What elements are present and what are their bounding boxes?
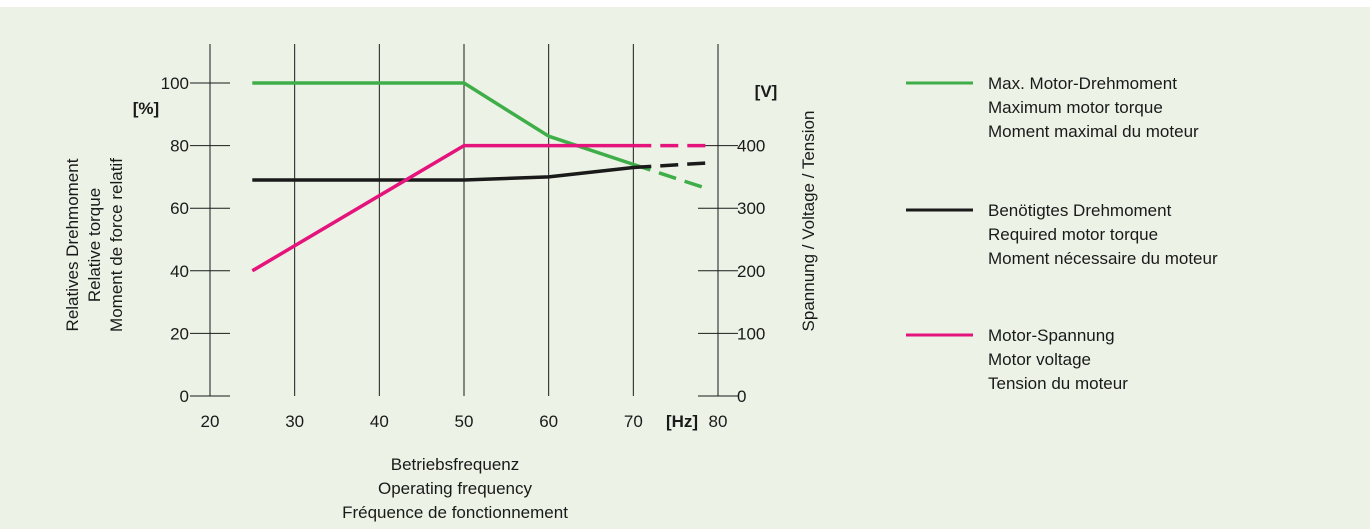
series-line-max_torque xyxy=(252,81,634,167)
y-left-tick-label: 60 xyxy=(170,199,189,218)
y-left-tick-label: 20 xyxy=(170,324,189,343)
x-tick-label: 40 xyxy=(370,412,389,431)
x-tick-label: 60 xyxy=(539,412,558,431)
x-tick-label: 20 xyxy=(201,412,220,431)
series-dashed-required_torque xyxy=(633,161,710,170)
legend-label-voltage: Motor voltage xyxy=(988,350,1091,369)
chart-panel: 0 20 40 60 80 100 0 100 200 300 400 20 30 40 50 60 70 80 [… xyxy=(0,7,1370,529)
y-right-tick-label: 100 xyxy=(737,324,765,343)
x-unit: [Hz] xyxy=(666,412,698,431)
y-left-axis-title-line: Relatives Drehmoment xyxy=(63,158,82,331)
legend-label-voltage: Motor-Spannung xyxy=(988,326,1115,345)
y-left-tick-label: 100 xyxy=(161,74,189,93)
y-left-tick-label: 80 xyxy=(170,137,189,156)
legend-label-required_torque: Moment nécessaire du moteur xyxy=(988,249,1218,268)
x-axis-title-line: Betriebsfrequenz xyxy=(391,455,520,474)
y-left-axis-title-line: Relative torque xyxy=(85,188,104,302)
legend-label-required_torque: Required motor torque xyxy=(988,225,1158,244)
y-right-unit: [V] xyxy=(755,82,778,101)
y-right-tick-label: 200 xyxy=(737,262,765,281)
y-right-axis-title: Spannung / Voltage / Tension xyxy=(799,111,818,332)
legend-label-max_torque: Moment maximal du moteur xyxy=(988,122,1199,141)
chart: 0 20 40 60 80 100 0 100 200 300 400 20 30 40 50 60 70 80 [… xyxy=(63,44,1218,522)
series-dashed-max_torque xyxy=(632,162,711,192)
x-tick-label: 80 xyxy=(709,412,728,431)
y-left-tick-label: 0 xyxy=(180,387,189,406)
x-axis-title-line: Operating frequency xyxy=(378,479,533,498)
legend-label-required_torque: Benötigtes Drehmoment xyxy=(988,201,1172,220)
x-tick-label: 70 xyxy=(624,412,643,431)
series-line-voltage xyxy=(251,143,634,273)
y-left-axis-title-line: Moment de force relatif xyxy=(107,158,126,332)
y-left-tick-label: 40 xyxy=(170,262,189,281)
y-left-unit: [%] xyxy=(133,99,159,118)
y-right-tick-label: 0 xyxy=(737,387,746,406)
x-tick-label: 30 xyxy=(285,412,304,431)
legend-label-max_torque: Max. Motor-Drehmoment xyxy=(988,74,1177,93)
legend-label-max_torque: Maximum motor torque xyxy=(988,98,1163,117)
x-axis-title-line: Fréquence de fonctionnement xyxy=(342,503,568,522)
legend-label-voltage: Tension du moteur xyxy=(988,374,1128,393)
x-tick-label: 50 xyxy=(455,412,474,431)
y-right-tick-label: 400 xyxy=(737,137,765,156)
y-right-tick-label: 300 xyxy=(737,199,765,218)
series-line-required_torque xyxy=(252,165,634,182)
